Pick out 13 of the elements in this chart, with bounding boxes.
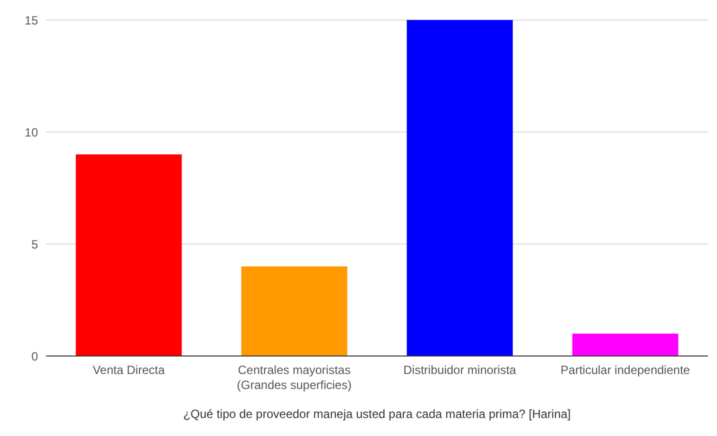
x-tick-label: Particular independiente xyxy=(560,363,690,377)
x-tick-label: Venta Directa xyxy=(92,363,166,377)
bar xyxy=(406,20,513,356)
x-tick-label: Centrales mayoristas (Grandes superficies) xyxy=(236,363,352,392)
y-tick-label: 15 xyxy=(24,13,38,28)
bar xyxy=(241,266,348,356)
bar xyxy=(572,334,678,356)
y-tick-label: 10 xyxy=(24,125,38,140)
x-tick-label: Distribuidor minorista xyxy=(403,363,516,377)
y-tick-label: 0 xyxy=(31,349,38,364)
y-tick-label: 5 xyxy=(31,237,38,252)
bar xyxy=(76,154,182,356)
x-axis-title: ¿Qué tipo de proveedor maneja usted para cada materia prima? [Harina] xyxy=(183,407,571,421)
